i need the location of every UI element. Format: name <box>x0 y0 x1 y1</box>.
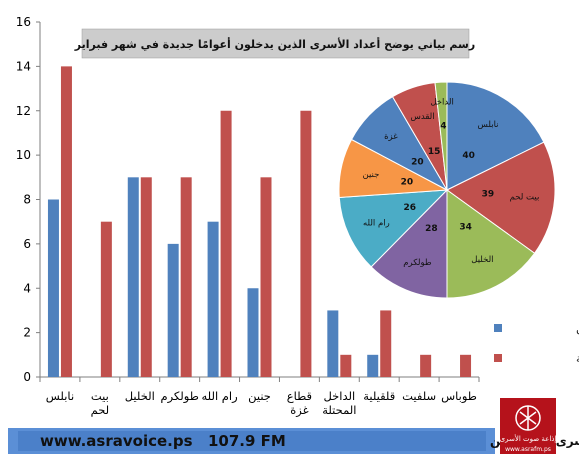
bar-detained <box>247 288 259 377</box>
pie-slice <box>446 141 556 254</box>
y-tick-label: 12 <box>16 104 31 118</box>
footer-website: www.asravoice.ps <box>40 432 193 450</box>
x-tick-label: بيت لحم <box>91 389 110 417</box>
x-tick-label: طوباس <box>441 389 477 404</box>
x-tick-label: قلقيلية <box>363 389 395 403</box>
x-tick-label: رام الله <box>201 389 237 404</box>
pie-slice-label: الداخل <box>430 98 453 108</box>
pie-slice <box>338 189 449 268</box>
x-tick-label: الداخل المحتلة <box>322 389 356 417</box>
y-tick-label: 4 <box>23 281 31 295</box>
x-tick-label: نابلس <box>46 389 74 404</box>
bar-detained <box>367 354 379 377</box>
pie-slice <box>446 189 536 299</box>
bar-high-sentence <box>100 221 112 377</box>
pie-slice-value: 15 <box>428 147 441 157</box>
logo-name: إذاعة صوت الأسرى <box>500 434 557 443</box>
legend-swatch <box>494 354 502 362</box>
bar-detained <box>327 310 339 377</box>
bar-high-sentence <box>260 177 272 377</box>
x-tick-label: طولكرم <box>160 389 198 404</box>
legend-label: الموقوفين <box>576 322 579 335</box>
pie-slice-label: غزة <box>384 132 398 142</box>
bar-high-sentence <box>140 177 152 377</box>
bar-high-sentence <box>420 354 432 377</box>
bar-high-sentence <box>300 110 312 377</box>
bar-detained <box>127 177 139 377</box>
pie-slice-value: 20 <box>411 158 424 168</box>
pie-slice-label: جنين <box>362 170 379 180</box>
pie-slice-label: بيت لحم <box>510 192 540 202</box>
y-tick-label: 8 <box>23 193 31 207</box>
bar-detained <box>47 199 59 377</box>
legend-swatch <box>494 324 502 332</box>
x-tick-label: سلفيت <box>402 389 436 403</box>
legend-label: أحكام عالية <box>576 351 579 365</box>
pie-slice-label: الخليل <box>471 255 493 265</box>
y-tick-label: 6 <box>23 237 31 251</box>
pie-slice-value: 40 <box>462 151 475 161</box>
pie-slice-value: 20 <box>401 178 414 188</box>
pie-slice-value: 34 <box>459 223 472 233</box>
y-tick-label: 2 <box>23 326 31 340</box>
station-logo-mark <box>515 405 541 431</box>
chart-title-box <box>81 28 470 59</box>
pie-slice-value: 4 <box>440 121 446 131</box>
bar-high-sentence <box>60 66 72 377</box>
bar-detained <box>207 221 219 377</box>
footer-band-inner <box>18 431 486 451</box>
pie-slice <box>446 81 545 191</box>
pie-slice-value: 26 <box>403 203 416 213</box>
pie-slice-value: 39 <box>482 189 495 199</box>
chart-title: رسم بياني يوضح أعداد الأسرى الذين يدخلون… <box>74 37 475 51</box>
x-tick-label: جنين <box>248 389 271 404</box>
bar-high-sentence <box>220 110 232 377</box>
pie-slice-label: نابلس <box>478 120 499 130</box>
y-tick-label: 14 <box>16 59 31 73</box>
pie-slice-label: طولكرم <box>403 258 432 268</box>
x-tick-label: قطاع غزة <box>287 389 312 418</box>
logo-bars <box>519 406 537 430</box>
logo-url: www.asrafm.ps <box>505 446 551 453</box>
bar-high-sentence <box>180 177 192 377</box>
pie-slice-label: القدس <box>411 112 435 122</box>
pie-slice <box>434 81 448 191</box>
pie-slice-value: 28 <box>425 224 438 234</box>
bar-high-sentence <box>460 354 472 377</box>
pie-slice-label: رام الله <box>363 218 390 228</box>
bar-high-sentence <box>340 354 352 377</box>
y-tick-label: 10 <box>16 148 31 162</box>
x-tick-label: الخليل <box>125 389 155 403</box>
footer-frequency: 107.9 FM <box>208 432 286 450</box>
y-tick-label: 16 <box>16 15 31 29</box>
bar-high-sentence <box>380 310 392 377</box>
pie-slice <box>370 188 448 299</box>
y-tick-label: 0 <box>23 370 31 384</box>
footer-band <box>8 428 495 454</box>
bar-detained <box>167 243 179 377</box>
